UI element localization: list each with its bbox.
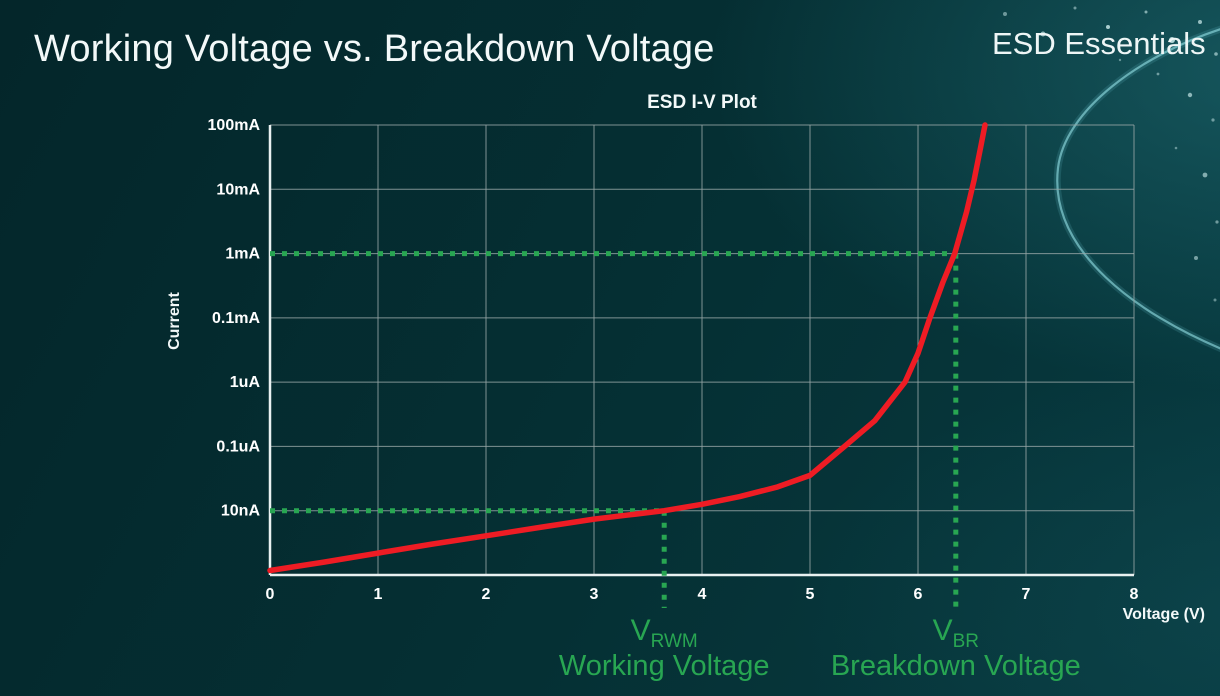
x-tick-label: 2 <box>482 586 491 603</box>
x-tick-label: 6 <box>914 586 923 603</box>
y-tick-label: 1uA <box>230 374 261 391</box>
y-tick-label: 0.1mA <box>212 310 260 327</box>
annotation-caption-vbr: Breakdown Voltage <box>831 650 1081 682</box>
y-tick-label: 0.1uA <box>216 438 260 455</box>
x-tick-label: 3 <box>590 586 599 603</box>
x-tick-label: 5 <box>806 586 815 603</box>
y-tick-label: 10mA <box>216 181 260 198</box>
annotation-symbol-vrwm: VRWM <box>631 614 698 652</box>
x-tick-label: 8 <box>1130 586 1139 603</box>
x-tick-label: 7 <box>1022 586 1031 603</box>
swoosh-curve-icon <box>1056 28 1220 350</box>
y-tick-label: 1mA <box>225 246 260 263</box>
annotation-caption-vrwm: Working Voltage <box>559 650 770 682</box>
y-tick-label: 100mA <box>208 117 261 134</box>
x-tick-label: 1 <box>374 586 383 603</box>
x-tick-label: 0 <box>266 586 275 603</box>
decorative-dots <box>1003 6 1219 302</box>
x-tick-label: 4 <box>698 586 707 603</box>
annotation-symbol-vbr: VBR <box>933 614 979 652</box>
chart-title: ESD I-V Plot <box>647 92 757 113</box>
y-axis-label: Current <box>166 292 183 350</box>
slide-title: Working Voltage vs. Breakdown Voltage <box>34 28 715 70</box>
brand-text: ESD Essentials <box>992 26 1206 61</box>
y-tick-label: 10nA <box>221 503 261 520</box>
x-axis-label: Voltage (V) <box>1122 606 1205 623</box>
iv-curve <box>267 122 988 574</box>
